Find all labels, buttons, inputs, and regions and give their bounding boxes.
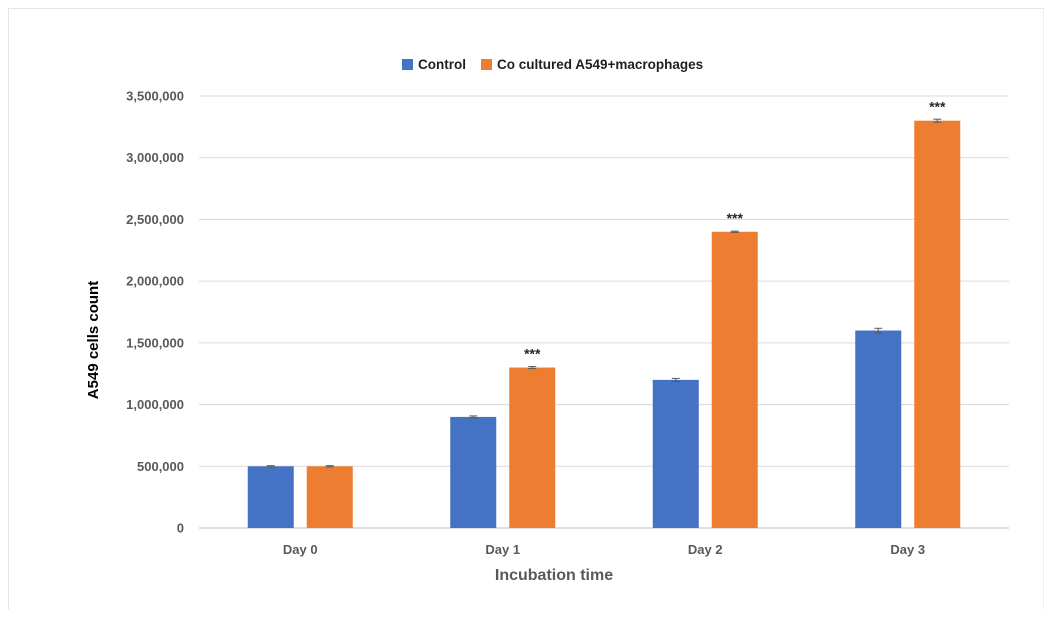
bar-chart: 0 500,000 1,000,000 1,500,000 2,000,000 2,500… <box>85 57 1009 584</box>
y-tick-label: 1,000,000 <box>126 397 184 412</box>
legend-label: Control <box>418 57 466 72</box>
y-tick-label: 3,500,000 <box>126 89 184 104</box>
bar-control-0[interactable] <box>247 466 294 528</box>
y-tick-label: 3,000,000 <box>126 150 184 165</box>
x-tick-label: Day 3 <box>890 542 925 557</box>
legend-label: Co cultured A549+macrophages <box>497 57 703 72</box>
significance-label: *** <box>524 346 541 362</box>
y-tick-label: 2,000,000 <box>126 274 184 289</box>
bar-cocultured-2[interactable] <box>711 231 758 528</box>
legend-swatch-cocultured[interactable] <box>481 59 492 70</box>
y-tick-label: 2,500,000 <box>126 212 184 227</box>
bar-cocultured-0[interactable] <box>306 466 353 528</box>
x-tick-label: Day 1 <box>485 542 520 557</box>
y-tick-label: 500,000 <box>137 459 184 474</box>
significance-label: *** <box>929 99 946 115</box>
x-tick-label: Day 0 <box>283 542 318 557</box>
y-tick-label: 0 <box>177 521 184 536</box>
bar-control-2[interactable] <box>652 379 699 528</box>
bar-control-3[interactable] <box>855 330 902 528</box>
legend-swatch-control[interactable] <box>402 59 413 70</box>
x-axis-title: Incubation time <box>495 567 613 584</box>
bar-cocultured-3[interactable] <box>914 120 961 528</box>
bar-cocultured-1[interactable] <box>509 367 556 528</box>
x-tick-label: Day 2 <box>688 542 723 557</box>
chart-frame: 0 500,000 1,000,000 1,500,000 2,000,000 2,500… <box>8 8 1044 610</box>
bar-control-1[interactable] <box>450 416 497 528</box>
significance-label: *** <box>727 210 744 226</box>
y-axis-title: A549 cells count <box>85 281 102 399</box>
y-tick-label: 1,500,000 <box>126 335 184 350</box>
